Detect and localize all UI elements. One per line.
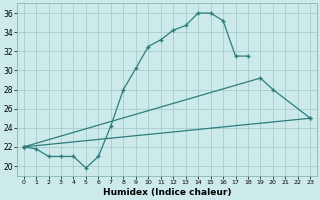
X-axis label: Humidex (Indice chaleur): Humidex (Indice chaleur) <box>103 188 231 197</box>
